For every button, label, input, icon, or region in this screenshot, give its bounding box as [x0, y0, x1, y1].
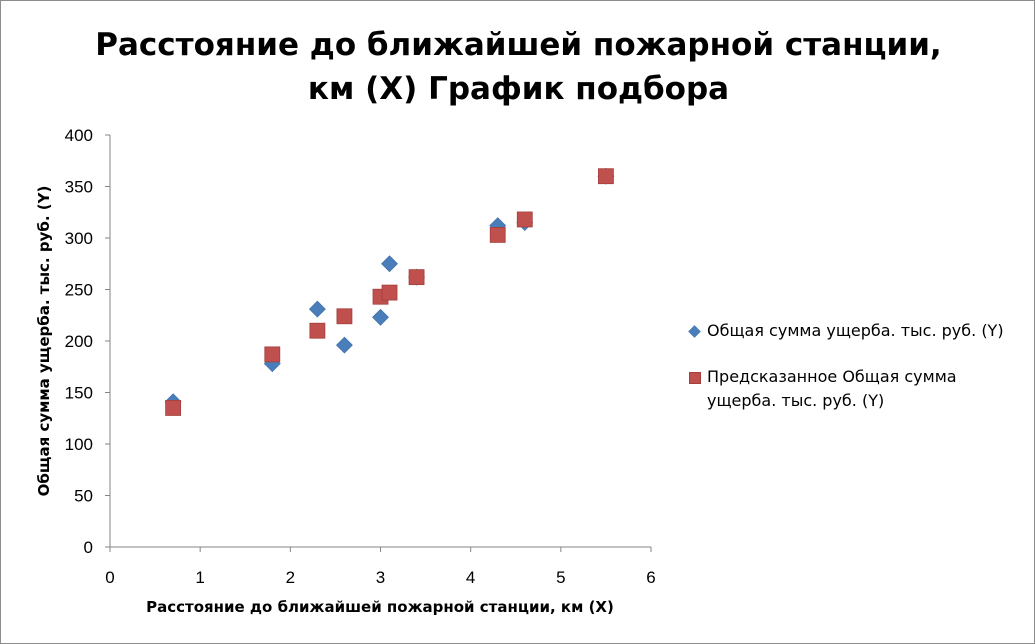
legend-item-actual: Общая сумма ущерба. тыс. руб. (Y)	[687, 319, 1027, 343]
diamond-point	[308, 300, 326, 318]
y-tick-label: 350	[65, 178, 93, 197]
square-point	[408, 269, 425, 286]
chart-title: Расстояние до ближайшей пожарной станции…	[1, 23, 1035, 111]
diamond-point	[336, 336, 353, 354]
y-tick-label: 250	[65, 281, 93, 300]
x-tick-label: 0	[105, 568, 114, 587]
series-2	[165, 168, 614, 416]
square-point	[381, 284, 398, 301]
square-marker-icon	[689, 372, 701, 384]
y-tick-label: 300	[65, 229, 93, 248]
square-point	[264, 346, 281, 363]
y-tick-label: 0	[84, 538, 93, 557]
y-axis-title: Общая сумма ущерба. тыс. руб. (Y)	[35, 186, 53, 497]
x-tick-label: 5	[556, 568, 565, 587]
square-point	[516, 211, 533, 228]
legend-label-predicted-line-1: Предсказанное Общая сумма	[707, 367, 957, 386]
diamond-marker-icon	[688, 325, 701, 338]
square-point	[309, 322, 326, 339]
x-tick-label: 2	[286, 568, 295, 587]
y-tick-label: 100	[65, 435, 93, 454]
legend-label-predicted-line-2: ущерба. тыс. руб. (Y)	[707, 391, 885, 410]
tick-labels: 0 50 100 150 200 250 300 350 400 0 1 2 3 4 5 6	[65, 126, 656, 587]
y-tick-label: 200	[65, 332, 93, 351]
y-tick-label: 150	[65, 384, 93, 403]
axes	[105, 134, 652, 552]
square-point	[165, 400, 182, 416]
chart-title-line-2: км (X) График подбора	[307, 71, 730, 107]
y-tick-label: 50	[74, 487, 93, 506]
legend-label-actual: Общая сумма ущерба. тыс. руб. (Y)	[707, 321, 1004, 340]
diamond-point	[381, 255, 398, 273]
data-points	[164, 167, 615, 416]
x-tick-label: 6	[646, 568, 655, 587]
chart-title-line-1: Расстояние до ближайшей пожарной станции…	[95, 27, 942, 63]
x-tick-label: 4	[466, 568, 475, 587]
square-point	[336, 308, 353, 325]
y-tick-label: 400	[65, 126, 93, 145]
x-tick-label: 1	[195, 568, 204, 587]
square-point	[598, 168, 614, 185]
diamond-point	[372, 308, 389, 326]
x-axis-title: Расстояние до ближайшей пожарной станции…	[146, 598, 614, 616]
x-tick-label: 3	[376, 568, 385, 587]
square-point	[489, 227, 506, 243]
legend: Общая сумма ущерба. тыс. руб. (Y) Предск…	[687, 319, 1027, 435]
legend-item-predicted: Предсказанное Общая сумма ущерба. тыс. р…	[687, 365, 1027, 413]
